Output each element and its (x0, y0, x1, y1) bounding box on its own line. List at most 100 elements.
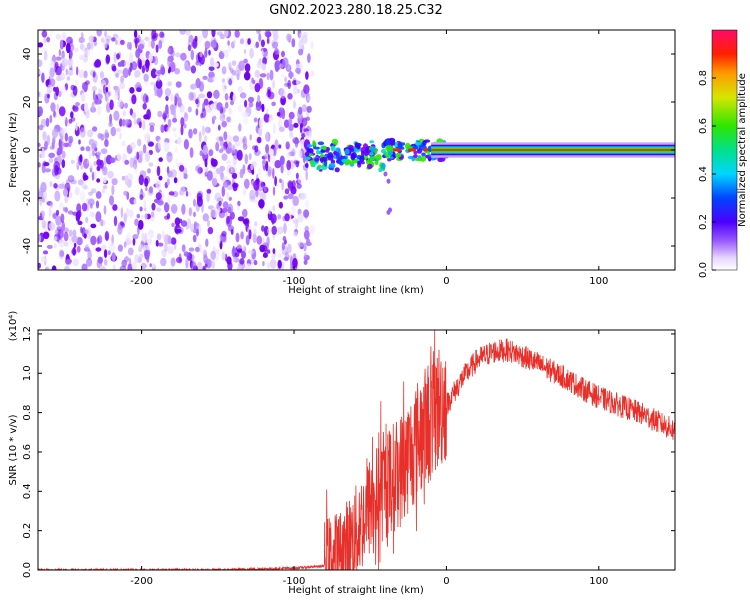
noise-blob (56, 103, 59, 112)
figure-title: GN02.2023.280.18.25.C32 (269, 3, 443, 18)
scatter-blob (380, 162, 386, 170)
colorbar-tick-label: 0.2 (698, 214, 709, 230)
scatter-blob (312, 161, 316, 168)
noise-blob (80, 164, 84, 170)
noise-blob (274, 60, 282, 71)
noise-blob (38, 59, 43, 67)
noise-blob (244, 99, 248, 108)
scatter-blob (359, 155, 365, 163)
noise-blob (202, 75, 208, 80)
scatter-blob (386, 178, 391, 184)
noise-blob (167, 56, 171, 67)
noise-blob (232, 93, 236, 102)
snr-ylabel: SNR (10 * v/v) (8, 414, 19, 485)
noise-blob (292, 218, 300, 224)
noise-blob (48, 221, 56, 231)
noise-blob (138, 121, 142, 129)
scatter-blob (328, 163, 336, 169)
noise-blob (301, 133, 306, 138)
noise-blob (183, 173, 188, 180)
noise-blob (203, 98, 209, 106)
noise-blob (248, 153, 252, 161)
noise-blob (222, 182, 229, 188)
noise-blob (264, 173, 268, 178)
noise-blob (80, 93, 86, 102)
noise-blob (155, 192, 162, 200)
scatter-blob (420, 155, 427, 162)
scatter-blob (407, 155, 414, 160)
noise-blob (288, 111, 295, 120)
noise-blob (242, 208, 248, 218)
noise-blob (283, 222, 287, 234)
noise-blob (180, 220, 188, 227)
noise-blob (68, 118, 73, 124)
noise-blob (276, 112, 281, 117)
noise-blob (91, 85, 97, 92)
noise-blob (105, 86, 109, 93)
x-tick-label: -200 (130, 276, 153, 287)
noise-blob (243, 188, 247, 196)
noise-blob (111, 252, 116, 262)
noise-blob (159, 31, 165, 38)
noise-blob (264, 30, 272, 38)
noise-blob (39, 212, 43, 219)
noise-blob (258, 199, 265, 209)
noise-blob (271, 225, 278, 235)
noise-blob (83, 49, 91, 57)
noise-blob (67, 69, 74, 76)
noise-blob (83, 70, 88, 79)
noise-blob (166, 126, 171, 133)
scatter-blob (334, 167, 340, 173)
noise-blob (129, 174, 134, 181)
noise-blob (295, 172, 299, 180)
noise-blob (59, 85, 67, 94)
scatter-blob (304, 151, 310, 157)
noise-blob (115, 128, 122, 132)
noise-blob (297, 30, 302, 39)
noise-blob (247, 169, 251, 176)
noise-blob (277, 226, 284, 235)
noise-blob (117, 244, 123, 252)
noise-blob (262, 190, 267, 202)
noise-blob (284, 251, 290, 261)
noise-blob (239, 258, 245, 265)
noise-blob (295, 63, 301, 70)
noise-blob (116, 153, 122, 161)
scatter-blob (413, 150, 418, 155)
noise-blob (192, 234, 197, 243)
noise-blob (142, 119, 146, 131)
noise-blob (132, 234, 139, 240)
noise-blob (134, 254, 140, 263)
noise-blob (123, 241, 127, 248)
noise-blob (83, 229, 89, 235)
y-tick-label: 0 (22, 147, 33, 153)
noise-blob (96, 236, 100, 245)
scatter-blob (414, 141, 422, 146)
noise-blob (142, 144, 147, 154)
noise-blob (222, 201, 229, 209)
scatter-blob (425, 154, 431, 159)
noise-blob (175, 158, 179, 165)
noise-blob (234, 30, 240, 38)
noise-blob (258, 118, 264, 130)
scatter-blob (316, 149, 320, 155)
noise-blob (237, 200, 241, 207)
noise-blob (120, 75, 124, 84)
noise-blob (180, 125, 184, 136)
noise-blob (298, 39, 303, 50)
noise-blob (103, 156, 107, 167)
y-tick-label: 40 (22, 48, 33, 61)
noise-blob (265, 160, 269, 172)
noise-blob (175, 228, 182, 233)
noise-blob (48, 152, 56, 158)
noise-blob (189, 147, 194, 159)
noise-blob (140, 215, 144, 220)
noise-blob (138, 174, 144, 186)
snr-axes: -200 -100 0 100 0.0 0.2 0.4 0.6 0.8 1.0 1.2 (22, 326, 675, 587)
noise-blob (206, 91, 213, 99)
scatter-blob (335, 147, 341, 153)
noise-blob (133, 30, 138, 38)
noise-blob (42, 191, 48, 200)
noise-blob (96, 159, 102, 166)
noise-blob (162, 230, 165, 240)
